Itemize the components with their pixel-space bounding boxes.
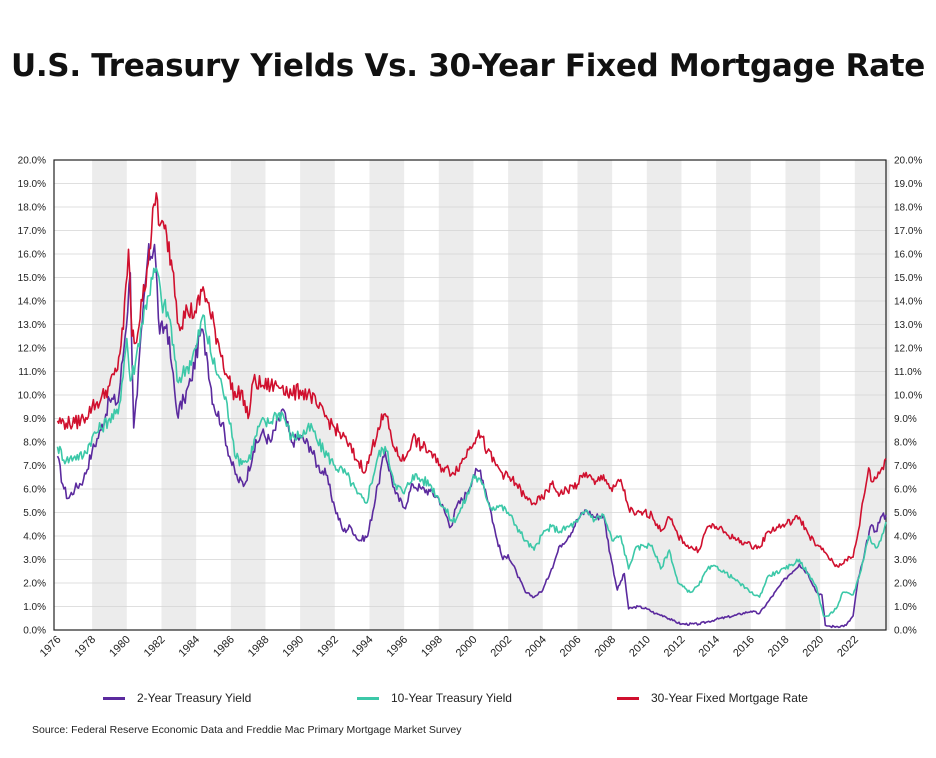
legend-label-30-year: 30-Year Fixed Mortgage Rate [651, 691, 808, 705]
legend-item-2-year: 2-Year Treasury Yield [103, 691, 251, 705]
series-line-10-year [56, 267, 887, 618]
y-tick-label: 14.0% [894, 297, 922, 308]
x-tick-label: 2010 [627, 634, 653, 660]
y-tick-label: 15.0% [18, 273, 46, 284]
x-tick-label: 1976 [38, 634, 64, 660]
y-tick-label: 18.0% [894, 203, 922, 214]
y-tick-label: 1.0% [23, 602, 46, 613]
x-tick-label: 2020 [800, 634, 826, 660]
x-tick-label: 2008 [592, 634, 618, 660]
y-tick-label: 10.0% [894, 391, 922, 402]
y-tick-label: 12.0% [894, 344, 922, 355]
x-tick-label: 2016 [731, 634, 757, 660]
legend: 2-Year Treasury Yield 10-Year Treasury Y… [0, 691, 936, 711]
y-tick-label: 1.0% [894, 602, 917, 613]
x-tick-label: 1978 [72, 634, 98, 660]
x-tick-label: 2006 [558, 634, 584, 660]
y-tick-label: 0.0% [23, 626, 46, 637]
y-tick-label: 14.0% [18, 297, 46, 308]
y-tick-label: 6.0% [894, 485, 917, 496]
legend-swatch-10-year [357, 696, 379, 700]
y-tick-label: 13.0% [894, 320, 922, 331]
x-tick-label: 1994 [350, 634, 376, 660]
x-tick-label: 1998 [419, 634, 445, 660]
y-tick-label: 4.0% [894, 532, 917, 543]
y-tick-label: 8.0% [23, 438, 46, 449]
y-tick-label: 11.0% [18, 367, 46, 378]
legend-swatch-30-year [617, 696, 639, 700]
y-tick-label: 16.0% [18, 250, 46, 261]
y-axis-right: 0.0% 1.0% 2.0% 3.0% 4.0% 5.0% 6.0% 7.0% 8.0% 9.0%… [894, 156, 922, 637]
legend-label-2-year: 2-Year Treasury Yield [137, 691, 252, 705]
y-tick-label: 20.0% [894, 156, 922, 167]
series-line-30-year [56, 192, 887, 568]
plot-frame [53, 159, 887, 631]
y-tick-label: 20.0% [18, 156, 46, 167]
legend-item-30-year: 30-Year Fixed Mortgage Rate [617, 691, 808, 705]
y-tick-label: 15.0% [894, 273, 922, 284]
x-tick-label: 1988 [246, 634, 272, 660]
y-tick-label: 16.0% [894, 250, 922, 261]
series-lines [56, 192, 887, 629]
horizontal-gridlines [54, 159, 886, 631]
y-tick-label: 18.0% [18, 203, 46, 214]
x-tick-label: 1996 [384, 634, 410, 660]
y-tick-label: 9.0% [23, 414, 46, 425]
x-tick-label: 2014 [696, 634, 722, 660]
y-tick-label: 8.0% [894, 438, 917, 449]
legend-item-10-year: 10-Year Treasury Yield [357, 691, 512, 705]
y-tick-label: 3.0% [894, 555, 917, 566]
y-tick-label: 6.0% [23, 485, 46, 496]
y-tick-label: 0.0% [894, 626, 917, 637]
y-axis-left: 0.0% 1.0% 2.0% 3.0% 4.0% 5.0% 6.0% 7.0% 8.0% 9.0%… [18, 156, 46, 637]
line-chart: 0.0% 1.0% 2.0% 3.0% 4.0% 5.0% 6.0% 7.0% 8.0% 9.0%… [18, 156, 923, 660]
legend-swatch-2-year [103, 696, 125, 700]
y-tick-label: 5.0% [23, 508, 46, 519]
x-axis: 1976 1978 1980 1982 1984 1986 1988 1990 1992 1994… [38, 634, 861, 660]
y-tick-label: 11.0% [894, 367, 922, 378]
x-tick-label: 2022 [835, 634, 861, 660]
x-tick-label: 2000 [454, 634, 480, 660]
y-tick-label: 7.0% [23, 461, 46, 472]
y-tick-label: 12.0% [18, 344, 46, 355]
x-tick-label: 2012 [662, 634, 688, 660]
y-tick-label: 17.0% [18, 226, 46, 237]
y-tick-label: 5.0% [894, 508, 917, 519]
y-tick-label: 2.0% [894, 579, 917, 590]
x-tick-label: 1984 [176, 634, 202, 660]
x-tick-label: 2002 [488, 634, 514, 660]
y-tick-label: 2.0% [23, 579, 46, 590]
x-tick-label: 1990 [280, 634, 306, 660]
x-tick-label: 1992 [315, 634, 341, 660]
y-tick-label: 19.0% [18, 179, 46, 190]
y-tick-label: 4.0% [23, 532, 46, 543]
y-tick-label: 9.0% [894, 414, 917, 425]
y-tick-label: 17.0% [894, 226, 922, 237]
y-tick-label: 3.0% [23, 555, 46, 566]
x-tick-label: 2018 [766, 634, 792, 660]
y-tick-label: 13.0% [18, 320, 46, 331]
source-note: Source: Federal Reserve Economic Data an… [32, 724, 462, 736]
legend-label-10-year: 10-Year Treasury Yield [391, 691, 512, 705]
y-tick-label: 19.0% [894, 179, 922, 190]
x-tick-label: 1982 [142, 634, 168, 660]
x-tick-label: 1980 [107, 634, 133, 660]
x-tick-label: 1986 [211, 634, 237, 660]
y-tick-label: 10.0% [18, 391, 46, 402]
chart-title: U.S. Treasury Yields Vs. 30-Year Fixed M… [10, 48, 926, 84]
x-tick-label: 2004 [523, 634, 549, 660]
y-tick-label: 7.0% [894, 461, 917, 472]
